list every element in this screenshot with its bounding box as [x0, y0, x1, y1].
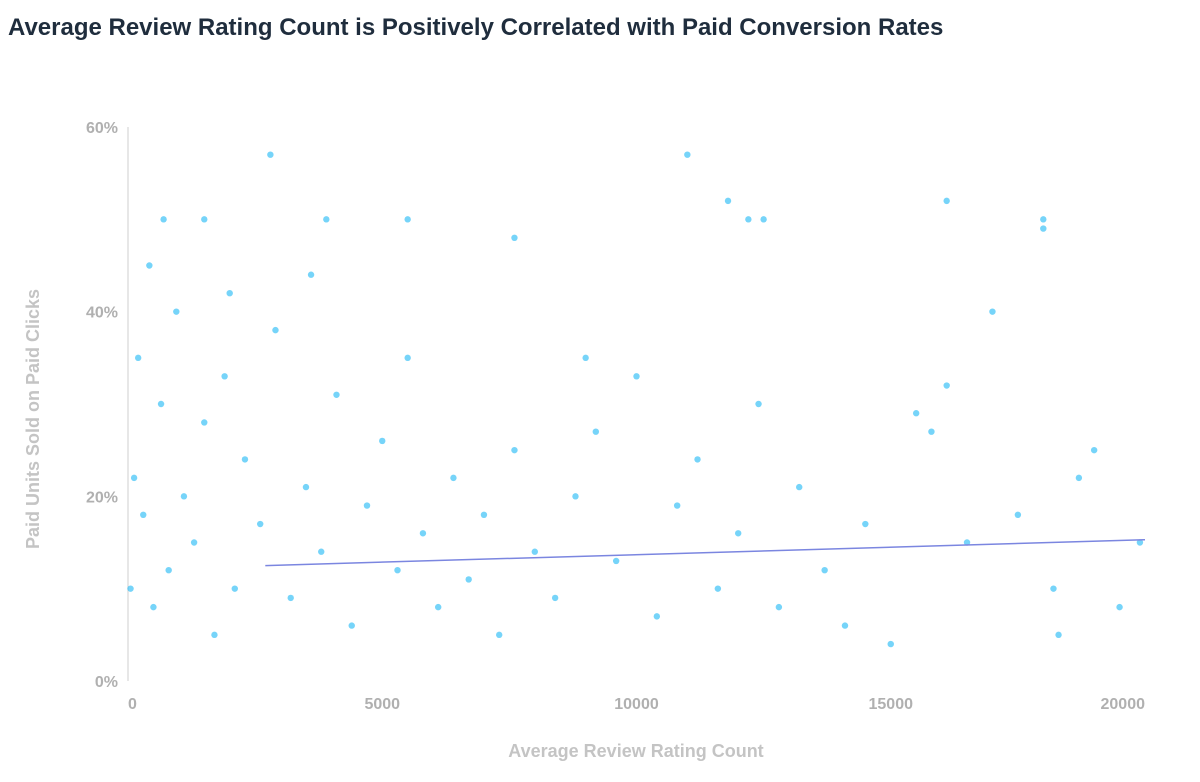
data-point: [146, 262, 153, 269]
data-point: [1040, 216, 1047, 223]
data-point: [404, 354, 411, 362]
data-point: [150, 603, 157, 611]
data-point: [1075, 474, 1083, 482]
x-tick-label: 20000: [1101, 696, 1146, 713]
data-point: [318, 548, 325, 555]
data-point: [1055, 631, 1062, 639]
data-point: [531, 548, 538, 555]
data-point: [755, 400, 762, 408]
data-point: [180, 493, 188, 500]
data-point: [841, 622, 849, 629]
data-point: [1116, 603, 1123, 611]
data-point: [511, 234, 518, 241]
data-point: [1090, 446, 1098, 454]
data-point: [612, 557, 620, 565]
data-points: [127, 151, 1144, 648]
data-point: [887, 640, 894, 648]
data-point: [140, 511, 147, 518]
data-point: [363, 502, 371, 509]
data-point: [241, 456, 249, 463]
data-point: [714, 585, 722, 592]
data-point: [775, 603, 783, 611]
x-tick-label: 15000: [869, 696, 914, 713]
data-point: [796, 483, 803, 491]
data-point: [323, 216, 330, 223]
data-point: [572, 493, 579, 500]
data-point: [912, 410, 920, 417]
data-point: [511, 446, 518, 454]
data-point: [157, 400, 165, 408]
trendline-group: [265, 538, 1146, 567]
data-point: [287, 594, 294, 602]
data-point: [348, 622, 355, 629]
data-point: [231, 585, 238, 592]
trendline: [265, 538, 1146, 567]
data-point: [130, 474, 138, 482]
data-point: [724, 197, 732, 205]
data-point: [989, 308, 996, 315]
data-point: [928, 428, 935, 435]
data-point: [379, 437, 386, 445]
data-point: [201, 419, 208, 426]
y-axis-label: Paid Units Sold on Paid Clicks: [23, 289, 43, 549]
data-point: [333, 391, 340, 398]
data-point: [633, 373, 640, 380]
data-point: [582, 354, 589, 362]
data-point: [419, 530, 427, 537]
data-point: [760, 216, 767, 223]
data-point: [551, 594, 559, 602]
data-point: [211, 631, 218, 639]
data-point: [127, 585, 134, 592]
data-point: [684, 151, 691, 158]
data-point: [1050, 585, 1057, 592]
data-point: [735, 530, 742, 537]
data-point: [134, 354, 142, 362]
x-tick-label: 0: [128, 696, 137, 713]
data-point: [434, 603, 442, 611]
x-tick-label: 5000: [364, 696, 400, 713]
x-axis-label: Average Review Rating Count: [508, 741, 763, 761]
x-tick-label: 10000: [614, 696, 659, 713]
data-point: [673, 502, 681, 509]
data-point: [943, 382, 950, 389]
data-point: [745, 216, 752, 223]
data-point: [267, 151, 274, 158]
data-point: [226, 290, 233, 297]
data-point: [496, 631, 503, 639]
data-point: [257, 520, 264, 528]
data-point: [173, 308, 180, 315]
data-point: [694, 456, 701, 463]
data-point: [165, 567, 172, 574]
data-point: [963, 539, 971, 546]
data-point: [592, 428, 600, 435]
data-point: [450, 474, 457, 482]
data-point: [653, 613, 661, 620]
data-point: [272, 326, 279, 334]
y-tick-label: 60%: [86, 120, 118, 137]
data-point: [821, 567, 828, 574]
data-point: [404, 216, 411, 223]
y-tick-label: 0%: [95, 674, 118, 691]
data-point: [221, 373, 228, 380]
data-point: [862, 520, 869, 528]
data-point: [190, 539, 198, 546]
data-point: [465, 576, 472, 583]
data-point: [1014, 511, 1022, 518]
data-point: [1040, 225, 1047, 232]
data-point: [307, 271, 315, 278]
data-point: [394, 567, 401, 574]
data-point: [480, 511, 488, 518]
y-tick-label: 20%: [86, 489, 118, 506]
data-point: [302, 483, 310, 491]
y-tick-label: 40%: [86, 305, 118, 322]
data-point: [160, 216, 167, 223]
data-point: [201, 216, 208, 223]
data-point: [1136, 539, 1144, 546]
chart-title: Average Review Rating Count is Positivel…: [8, 14, 944, 41]
data-point: [943, 197, 950, 205]
axes: 0% 20% 40% 60% 0 5000 10000 15000 20000: [86, 120, 1145, 713]
